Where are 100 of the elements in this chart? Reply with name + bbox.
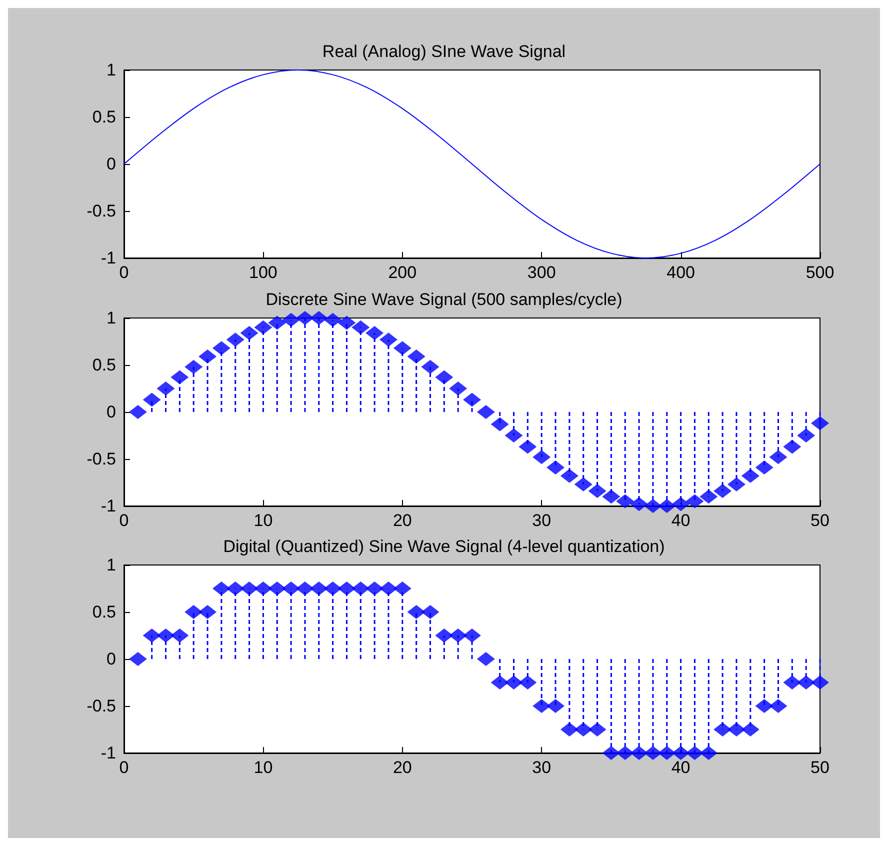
point — [184, 359, 203, 374]
x-tick-label: 40 — [671, 510, 690, 530]
point — [268, 582, 286, 596]
point — [324, 582, 342, 596]
point — [630, 496, 648, 511]
point — [296, 310, 314, 324]
y-tick-label: -1 — [100, 248, 116, 268]
point — [504, 428, 523, 442]
x-tick-label: 100 — [249, 263, 278, 282]
point — [727, 722, 746, 736]
y-tick-label: -1 — [100, 744, 116, 762]
point — [755, 460, 774, 474]
x-tick-label: 200 — [388, 263, 417, 282]
point — [254, 320, 272, 334]
point — [379, 332, 398, 346]
point — [783, 439, 802, 454]
y-tick-label: 1 — [106, 556, 116, 574]
point — [518, 676, 537, 690]
x-tick-label: 400 — [666, 263, 695, 282]
point — [755, 699, 774, 713]
x-tick-label: 0 — [119, 510, 129, 530]
x-tick-label: 50 — [810, 758, 830, 777]
point — [588, 483, 606, 498]
point — [811, 416, 829, 430]
point — [672, 746, 690, 760]
point — [240, 582, 258, 596]
point — [282, 582, 300, 596]
x-tick-label: 0 — [119, 758, 129, 777]
y-tick-label: -0.5 — [86, 202, 116, 220]
y-tick-label: 0 — [106, 154, 116, 174]
chart-title: Discrete Sine Wave Signal (500 samples/cycle) — [266, 290, 622, 308]
x-tick-label: 20 — [392, 510, 412, 530]
y-tick-label: -0.5 — [86, 696, 116, 716]
point — [366, 326, 384, 340]
point — [463, 628, 481, 642]
point — [714, 722, 732, 736]
point — [352, 582, 370, 596]
point — [574, 476, 592, 491]
point — [588, 722, 606, 736]
point — [630, 746, 648, 760]
point — [407, 605, 426, 619]
point — [128, 652, 147, 666]
x-tick-label: 30 — [532, 758, 552, 777]
point — [532, 450, 551, 464]
point — [156, 628, 175, 642]
y-tick-label: -1 — [100, 496, 116, 515]
point — [421, 359, 440, 374]
x-tick-label: 10 — [254, 510, 273, 530]
point — [546, 699, 565, 713]
point — [602, 489, 620, 504]
point — [672, 496, 690, 511]
point — [602, 746, 620, 760]
point — [714, 483, 732, 498]
point — [268, 315, 286, 330]
point — [156, 381, 175, 395]
point — [393, 582, 412, 596]
point — [449, 381, 468, 395]
point — [616, 746, 634, 760]
point — [490, 676, 509, 690]
point — [366, 582, 384, 596]
point — [686, 746, 704, 760]
point — [435, 628, 454, 642]
point — [504, 676, 523, 690]
point — [184, 605, 203, 619]
point — [338, 582, 356, 596]
point — [212, 340, 230, 355]
point — [226, 582, 244, 596]
point — [574, 722, 592, 736]
point — [769, 699, 788, 713]
point — [658, 498, 676, 512]
point — [421, 605, 440, 619]
x-tick-label: 30 — [532, 510, 552, 530]
point — [490, 416, 509, 431]
point — [449, 628, 468, 642]
point — [212, 582, 230, 596]
x-tick-label: 300 — [527, 263, 556, 282]
point — [170, 370, 189, 384]
y-tick-label: 0.5 — [92, 602, 116, 622]
point — [700, 746, 718, 760]
point — [198, 605, 217, 619]
point — [560, 468, 578, 482]
point — [518, 439, 537, 454]
point — [324, 312, 342, 326]
point — [811, 676, 829, 690]
point — [476, 404, 495, 418]
point — [741, 722, 760, 736]
x-tick-label: 50 — [810, 510, 830, 530]
point — [240, 326, 258, 340]
point — [476, 652, 495, 666]
point — [532, 699, 551, 713]
y-tick-label: 1 — [106, 60, 116, 80]
point — [546, 460, 565, 474]
point — [310, 310, 328, 324]
point — [352, 320, 370, 334]
y-tick-label: 0 — [106, 650, 116, 668]
point — [644, 498, 662, 512]
point — [783, 676, 802, 690]
point — [463, 392, 481, 406]
y-tick-label: 0.5 — [92, 108, 116, 126]
point — [741, 468, 760, 482]
